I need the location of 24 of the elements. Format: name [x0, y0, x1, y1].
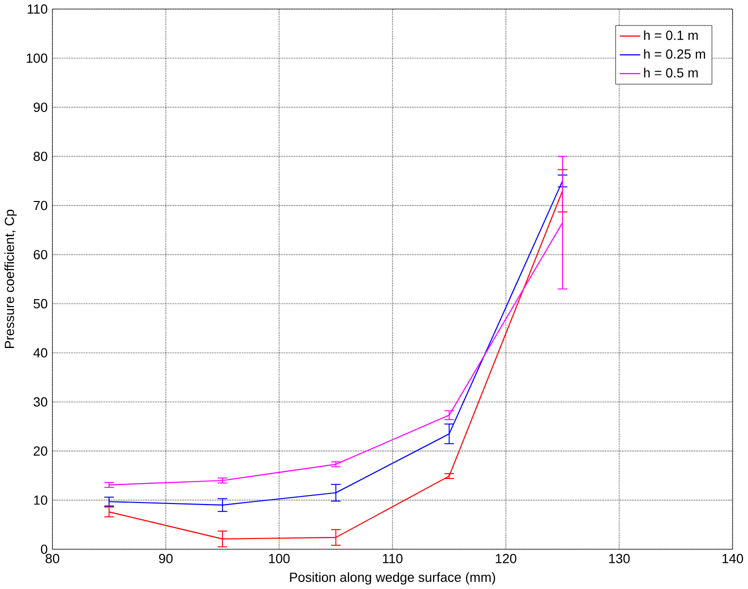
y-tick-label: 100: [26, 54, 48, 63]
x-tick-label: 80: [46, 554, 60, 564]
y-tick-label: 70: [34, 200, 48, 210]
legend-label: h = 0.5 m: [644, 68, 698, 78]
y-tick-label: 40: [33, 348, 48, 358]
y-tick-label: 10: [34, 495, 48, 505]
y-tick-label: 50: [34, 299, 48, 308]
legend-label: h = 0.25 m: [644, 49, 706, 59]
y-tick-label: 0: [40, 544, 48, 554]
y-tick-label: 90: [34, 102, 48, 112]
x-tick-label: 100: [269, 554, 290, 564]
y-tick-label: 110: [28, 4, 48, 14]
y-tick-label: 80: [34, 152, 48, 162]
x-tick-label: 110: [382, 554, 402, 564]
x-tick-label: 120: [496, 554, 516, 564]
y-tick-label: 30: [34, 397, 48, 407]
y-tick-label: 20: [34, 446, 48, 456]
y-tick-label: 60: [34, 250, 48, 260]
legend-label: h = 0.1 m: [644, 30, 698, 40]
x-tick-label: 140: [722, 554, 744, 564]
x-axis-title: Position along wedge surface (mm): [290, 572, 496, 585]
y-axis-title: Pressure coefficient, Cp: [4, 210, 17, 348]
x-tick-label: 130: [609, 554, 630, 564]
x-tick-label: 90: [159, 554, 173, 564]
